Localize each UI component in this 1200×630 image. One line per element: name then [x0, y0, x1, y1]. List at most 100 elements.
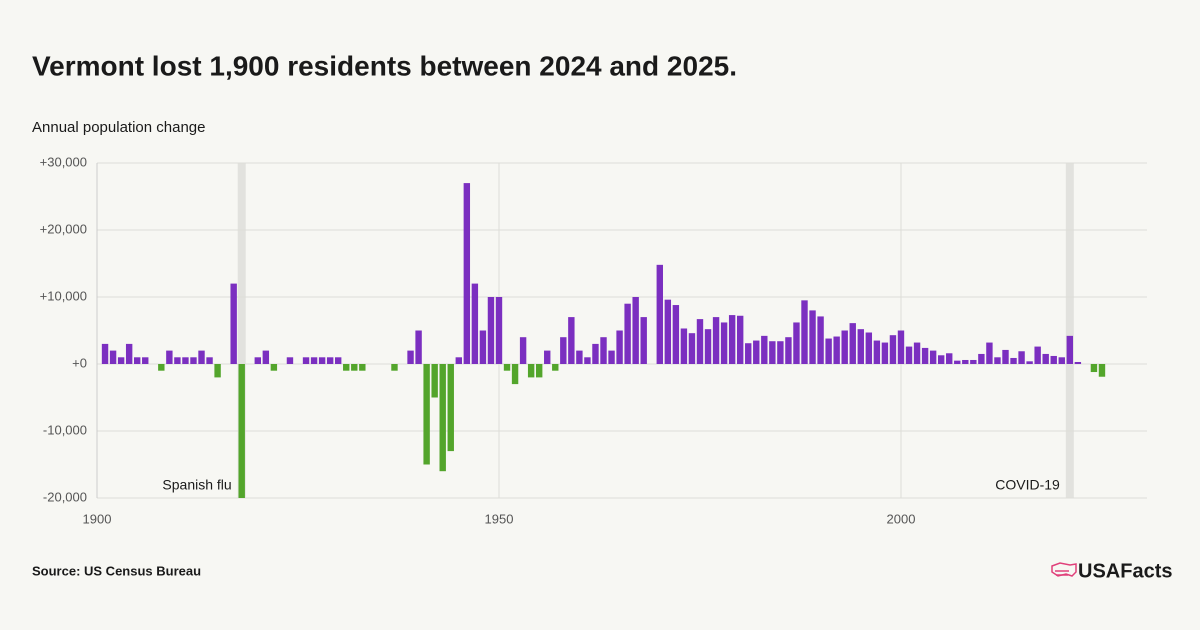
bar — [447, 364, 454, 452]
bar — [632, 297, 639, 364]
bar — [897, 330, 905, 364]
bar — [568, 317, 575, 364]
bar — [407, 350, 414, 364]
bar — [929, 350, 937, 364]
bar — [463, 183, 471, 364]
bar — [166, 350, 173, 364]
bar — [359, 364, 366, 371]
bar — [753, 340, 760, 364]
y-tick-label: +30,000 — [40, 154, 87, 169]
logo: USAFacts — [1078, 560, 1172, 582]
bar — [921, 347, 929, 364]
bar — [158, 364, 165, 371]
bar — [190, 357, 197, 364]
bar — [487, 297, 495, 364]
bar — [286, 357, 294, 364]
y-tick-label: +10,000 — [40, 288, 87, 303]
x-tick-label: 1900 — [83, 511, 112, 526]
bar — [1034, 346, 1041, 364]
bar — [913, 342, 921, 364]
bar — [1042, 353, 1049, 364]
bar — [471, 283, 479, 364]
bar — [857, 329, 864, 364]
annotation-band — [237, 163, 246, 498]
y-tick-label: -10,000 — [43, 422, 87, 437]
subtitle: Annual population change — [32, 119, 205, 136]
bar — [600, 337, 607, 364]
y-tick-label: +0 — [72, 355, 87, 370]
bar — [712, 317, 720, 364]
bar — [817, 316, 824, 364]
bar — [978, 353, 985, 364]
bar — [351, 364, 358, 371]
bar — [455, 357, 462, 364]
bar — [439, 364, 446, 472]
logo-icon — [1051, 562, 1077, 577]
bar — [680, 328, 688, 364]
bar — [214, 364, 221, 378]
annotation-label: COVID-19 — [995, 477, 1060, 493]
bar — [174, 357, 181, 364]
bar — [576, 350, 583, 364]
bar — [656, 264, 663, 364]
bar — [1002, 349, 1009, 364]
bar — [777, 341, 784, 364]
bar — [769, 341, 776, 364]
bar — [423, 364, 430, 465]
bar — [101, 343, 109, 364]
bar — [535, 364, 543, 378]
bar — [1098, 364, 1106, 377]
bar — [431, 364, 438, 398]
bar — [592, 343, 599, 364]
bar — [511, 364, 519, 385]
bar — [761, 335, 768, 364]
bar — [962, 359, 969, 364]
bar — [334, 357, 342, 364]
bar — [905, 346, 913, 364]
y-tick-label: +20,000 — [40, 221, 87, 236]
bar — [793, 322, 800, 364]
bar — [745, 343, 752, 364]
bar — [954, 360, 961, 364]
bar — [326, 357, 334, 364]
bar — [238, 364, 245, 498]
bar — [825, 338, 832, 364]
bar — [544, 350, 551, 364]
bar — [1010, 357, 1017, 364]
bar — [624, 303, 631, 364]
bar — [182, 357, 189, 364]
chart-title: Vermont lost 1,900 residents between 202… — [32, 50, 737, 81]
bar — [343, 364, 350, 371]
bar — [519, 337, 527, 364]
bar — [318, 357, 326, 364]
bar — [495, 297, 503, 364]
bar — [198, 350, 205, 364]
bar — [142, 357, 149, 364]
bar — [1050, 355, 1057, 364]
bar — [560, 337, 567, 364]
bar — [640, 317, 647, 364]
bar — [736, 315, 744, 364]
bar — [865, 332, 873, 364]
bar — [881, 342, 889, 364]
bar — [230, 283, 237, 364]
bar — [1026, 361, 1033, 364]
bar — [117, 357, 125, 364]
bar — [270, 364, 278, 371]
bar — [302, 357, 310, 364]
bar — [889, 335, 897, 364]
bar — [109, 350, 117, 364]
bar — [720, 322, 728, 364]
bar — [206, 357, 213, 364]
bar — [503, 364, 511, 371]
bar — [125, 343, 133, 364]
bar — [1090, 364, 1098, 373]
bar — [937, 355, 945, 364]
bar — [849, 323, 856, 364]
bar — [841, 330, 848, 364]
bar — [1058, 357, 1065, 364]
bar — [1066, 335, 1074, 364]
bar — [415, 330, 422, 364]
